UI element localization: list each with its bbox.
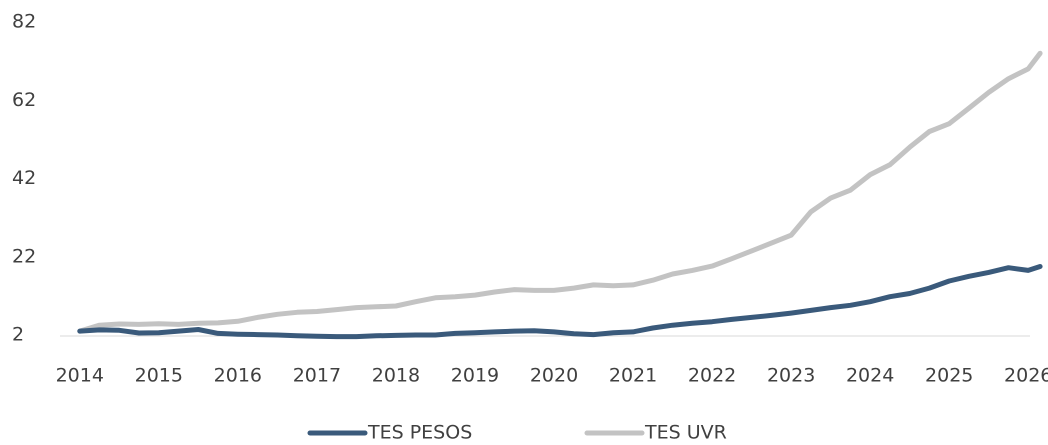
series-line (77, 50, 1043, 334)
x-tick-label: 2014 (56, 365, 104, 387)
y-tick-label: 82 (12, 11, 36, 33)
series-line (77, 264, 1043, 340)
x-tick-label: 2026 (1004, 365, 1048, 387)
x-tick-label: 2016 (214, 365, 262, 387)
legend-label: TES PESOS (367, 422, 472, 444)
x-tick-label: 2020 (530, 365, 578, 387)
y-tick-label: 42 (12, 167, 36, 189)
x-tick-label: 2021 (609, 365, 657, 387)
legend-label: TES UVR (644, 422, 727, 444)
x-tick-label: 2017 (293, 365, 341, 387)
x-tick-label: 2024 (846, 365, 894, 387)
y-tick-label: 2 (12, 324, 24, 346)
x-tick-label: 2023 (767, 365, 815, 387)
x-tick-label: 2015 (135, 365, 183, 387)
x-tick-label: 2019 (451, 365, 499, 387)
x-tick-label: 2018 (372, 365, 420, 387)
x-tick-label: 2025 (925, 365, 973, 387)
y-tick-label: 62 (12, 89, 36, 111)
y-tick-label: 22 (12, 245, 36, 267)
x-tick-label: 2022 (688, 365, 736, 387)
